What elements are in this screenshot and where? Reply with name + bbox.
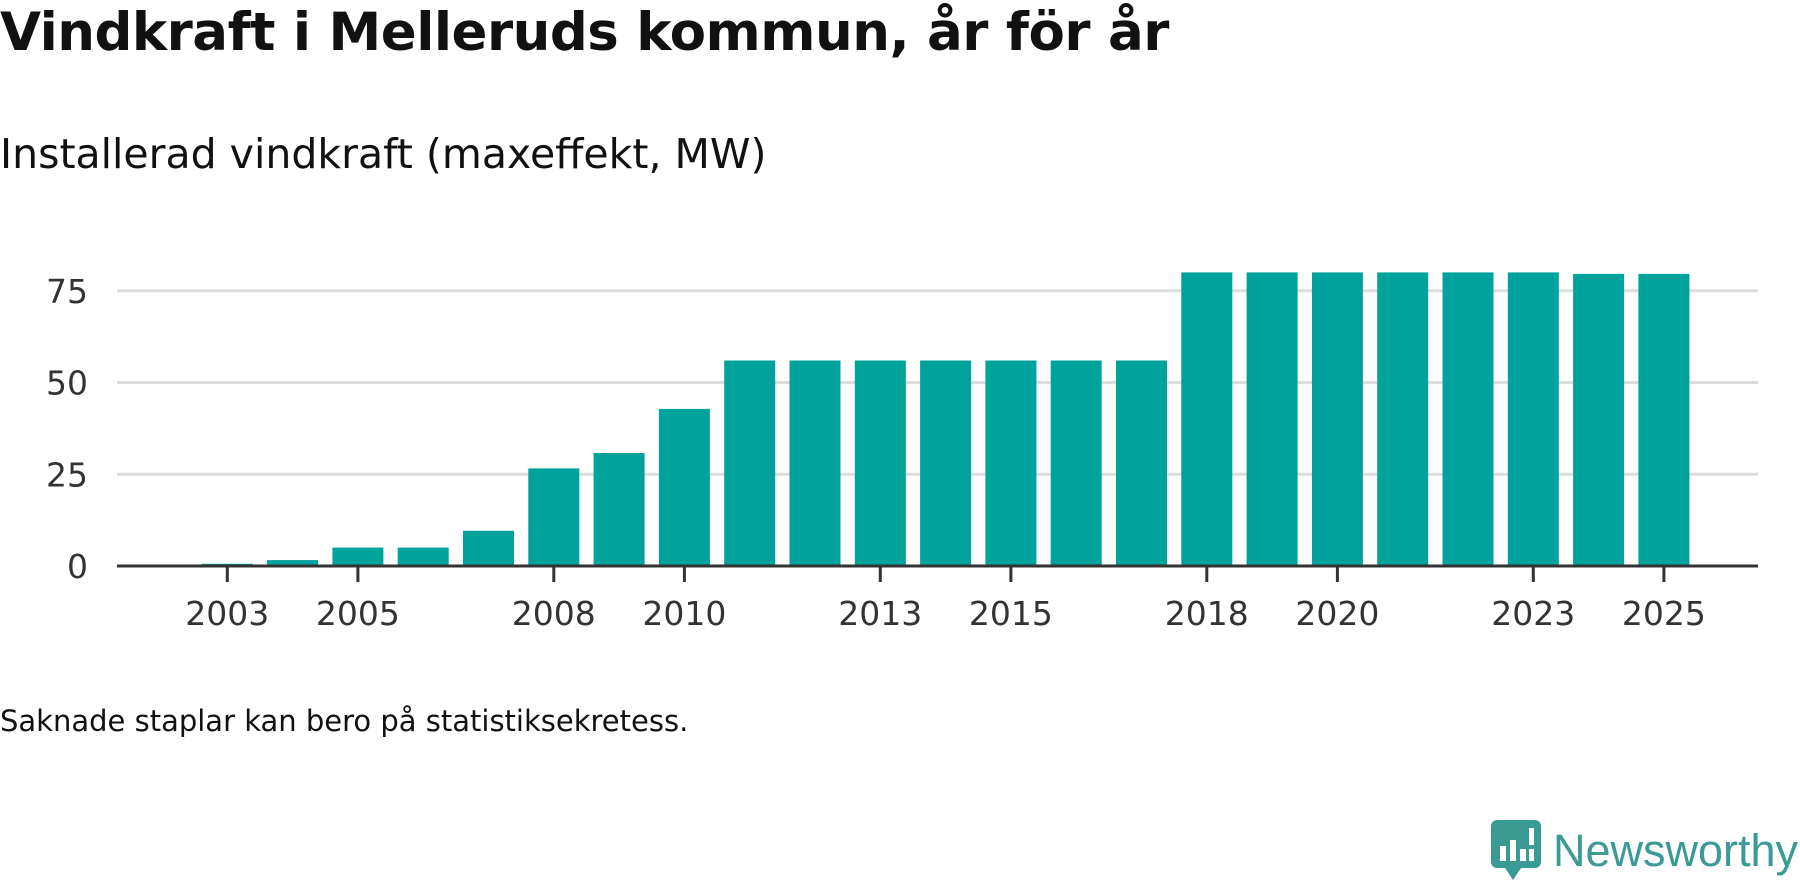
- bars: 2003: 0.62004: 1.62005: 52006: 52007: 9.…: [201, 272, 1690, 567]
- bar-2025[interactable]: 2025: 79.6: [1638, 273, 1690, 566]
- bar-2024[interactable]: 2024: 79.6: [1573, 273, 1625, 566]
- bar-2022[interactable]: 2022: 80: [1442, 272, 1494, 566]
- x-tick-label: 2020: [1295, 594, 1379, 633]
- bar-2015[interactable]: 2015: 56: [985, 360, 1037, 567]
- bar-2007[interactable]: 2007: 9.6: [463, 530, 514, 566]
- bar-2009[interactable]: 2009: 30.8: [593, 453, 645, 566]
- bar-2017[interactable]: 2017: 56: [1116, 360, 1167, 567]
- y-tick-label: 50: [46, 364, 88, 403]
- chart-title: Vindkraft i Melleruds kommun, år för år: [0, 2, 1169, 63]
- brand-name: Newsworthy: [1553, 825, 1799, 876]
- bar-2010[interactable]: 2010: 42.8: [658, 408, 710, 566]
- bar-2004[interactable]: 2004: 1.6: [267, 560, 319, 566]
- x-tick-label: 2010: [642, 594, 726, 633]
- bar-2020[interactable]: 2020: 80: [1311, 272, 1363, 566]
- bar-2013[interactable]: 2013: 56: [854, 360, 906, 567]
- x-tick-label: 2015: [969, 594, 1053, 633]
- x-tick-label: 2008: [512, 594, 596, 633]
- brand-logo-group[interactable]: Newsworthy: [1491, 820, 1798, 882]
- footnote: Saknade staplar kan bero på statistiksek…: [0, 704, 689, 738]
- chart-subtitle: Installerad vindkraft (maxeffekt, MW): [0, 130, 767, 178]
- x-tick-label: 2013: [838, 594, 922, 633]
- x-tick-label: 2025: [1622, 594, 1706, 633]
- x-tick-label: 2003: [185, 594, 269, 633]
- bar-2012[interactable]: 2012: 56: [789, 360, 841, 567]
- bar-2008[interactable]: 2008: 26.6: [528, 468, 580, 566]
- y-tick-label: 0: [67, 547, 88, 586]
- bar-2011[interactable]: 2011: 56: [724, 360, 776, 567]
- bar-2023[interactable]: 2023: 80: [1507, 272, 1559, 566]
- bar-chart: 2003: 0.62004: 1.62005: 52006: 52007: 9.…: [46, 272, 1758, 633]
- y-tick-label: 75: [46, 272, 88, 311]
- bar-2019[interactable]: 2019: 80: [1246, 272, 1298, 566]
- bar-2005[interactable]: 2005: 5: [332, 547, 384, 566]
- bar-2014[interactable]: 2014: 56: [920, 360, 972, 567]
- y-tick-label: 25: [46, 455, 88, 494]
- x-tick-label: 2005: [316, 594, 400, 633]
- bar-2021[interactable]: 2021: 80: [1377, 272, 1429, 566]
- x-tick-label: 2018: [1165, 594, 1249, 633]
- bar-2018[interactable]: 2018: 80: [1181, 272, 1233, 566]
- x-tick-label: 2023: [1491, 594, 1575, 633]
- bar-2006[interactable]: 2006: 5: [397, 547, 449, 566]
- bar-2016[interactable]: 2016: 56: [1050, 360, 1102, 567]
- newsworthy-logo-icon: [1491, 820, 1541, 880]
